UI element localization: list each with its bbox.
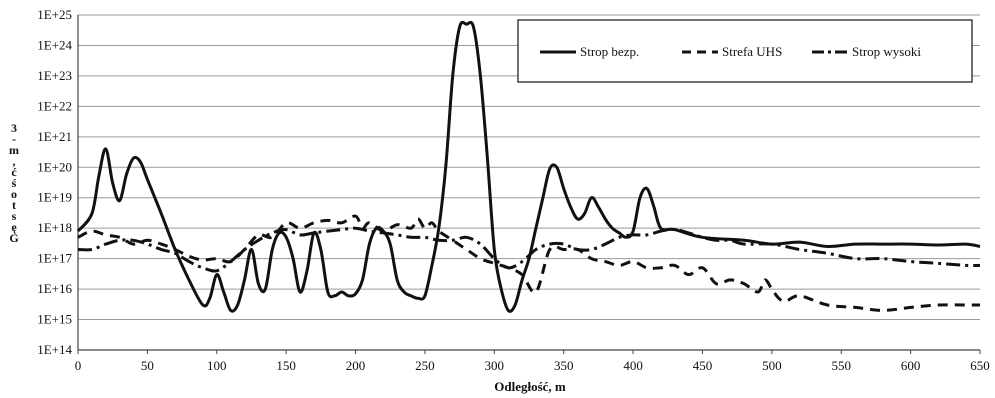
- x-tick-label: 450: [693, 358, 713, 373]
- y-axis-title-char: s: [12, 209, 17, 223]
- x-axis-title: Odległość, m: [494, 379, 566, 394]
- y-tick-label: 1E+16: [37, 281, 72, 296]
- y-axis-title-char: ś: [12, 176, 17, 190]
- x-tick-label: 550: [831, 358, 851, 373]
- y-axis-title-char: ,: [13, 154, 16, 168]
- legend-label-strop-wysoki: Strop wysoki: [852, 44, 921, 59]
- series-line-strefa-uhs: [77, 214, 980, 312]
- y-tick-label: 1E+21: [37, 129, 72, 144]
- y-axis-title-char: -: [12, 132, 16, 146]
- axes: [77, 15, 981, 354]
- y-tick-label: 1E+17: [37, 251, 72, 266]
- x-tick-label: 150: [276, 358, 296, 373]
- x-tick-label: 0: [75, 358, 82, 373]
- y-tick-label: 1E+23: [37, 68, 72, 83]
- x-tick-label: 400: [623, 358, 643, 373]
- y-tick-label: 1E+19: [37, 190, 72, 205]
- legend-label-strefa-uhs: Strefa UHS: [722, 44, 782, 59]
- y-axis-title-char: 3: [11, 121, 17, 135]
- y-axis-title-char: G: [9, 231, 18, 245]
- y-axis-title-char: ę: [11, 220, 17, 234]
- y-tick-labels: 1E+14 1E+15 1E+16 1E+17 1E+18 1E+19 1E+20 1E+21…: [37, 7, 72, 357]
- y-tick-label: 1E+25: [37, 7, 72, 22]
- series-lines: [76, 20, 981, 313]
- legend-label-strop-bezp: Strop bezp.: [580, 44, 639, 59]
- x-tick-label: 250: [415, 358, 435, 373]
- y-axis-title-char: ć: [11, 165, 17, 179]
- x-tick-label: 50: [141, 358, 154, 373]
- x-tick-label: 600: [901, 358, 921, 373]
- y-tick-label: 1E+14: [37, 342, 72, 357]
- series-line-strop-wysoki: [77, 226, 981, 273]
- y-axis-title-char: t: [12, 198, 16, 212]
- legend: Strop bezp. Strefa UHS Strop wysoki: [517, 19, 973, 83]
- x-tick-label: 200: [346, 358, 366, 373]
- x-tick-label: 650: [970, 358, 990, 373]
- y-tick-label: 1E+22: [37, 98, 72, 113]
- y-tick-label: 1E+15: [37, 312, 72, 327]
- legend-box: [517, 19, 973, 83]
- x-tick-labels: 0 50 100 150 200 250 300 350 400 450 500 550 600 650: [75, 358, 990, 373]
- x-tick-label: 300: [485, 358, 505, 373]
- x-tick-label: 100: [207, 358, 227, 373]
- series-line-strop-bezp: [76, 20, 981, 313]
- x-tick-label: 500: [762, 358, 782, 373]
- y-tick-label: 1E+18: [37, 220, 72, 235]
- x-tick-label: 350: [554, 358, 574, 373]
- y-axis-title-char: m: [9, 143, 19, 157]
- y-axis-title-char: o: [11, 187, 17, 201]
- y-tick-label: 1E+20: [37, 159, 72, 174]
- y-tick-label: 1E+24: [37, 37, 72, 52]
